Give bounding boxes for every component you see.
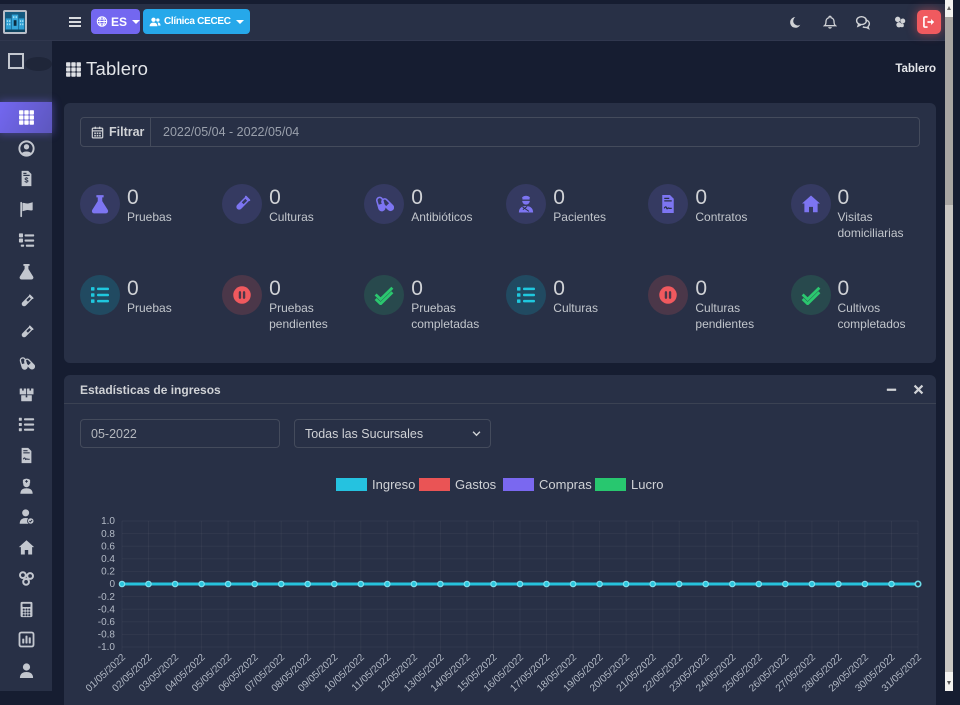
svg-text:$: $: [24, 176, 29, 185]
svg-text:-0.4: -0.4: [98, 604, 116, 615]
svg-text:-0.2: -0.2: [98, 592, 116, 603]
svg-text:-1.0: -1.0: [98, 642, 116, 653]
svg-text:0.4: 0.4: [101, 554, 115, 565]
svg-text:1.0: 1.0: [101, 516, 115, 527]
svg-text:0.6: 0.6: [101, 541, 115, 552]
svg-text:-0.8: -0.8: [98, 630, 116, 641]
svg-text:0: 0: [109, 579, 115, 590]
svg-text:0.2: 0.2: [101, 567, 115, 578]
svg-text:0.8: 0.8: [101, 529, 115, 540]
svg-text:-0.6: -0.6: [98, 617, 116, 628]
